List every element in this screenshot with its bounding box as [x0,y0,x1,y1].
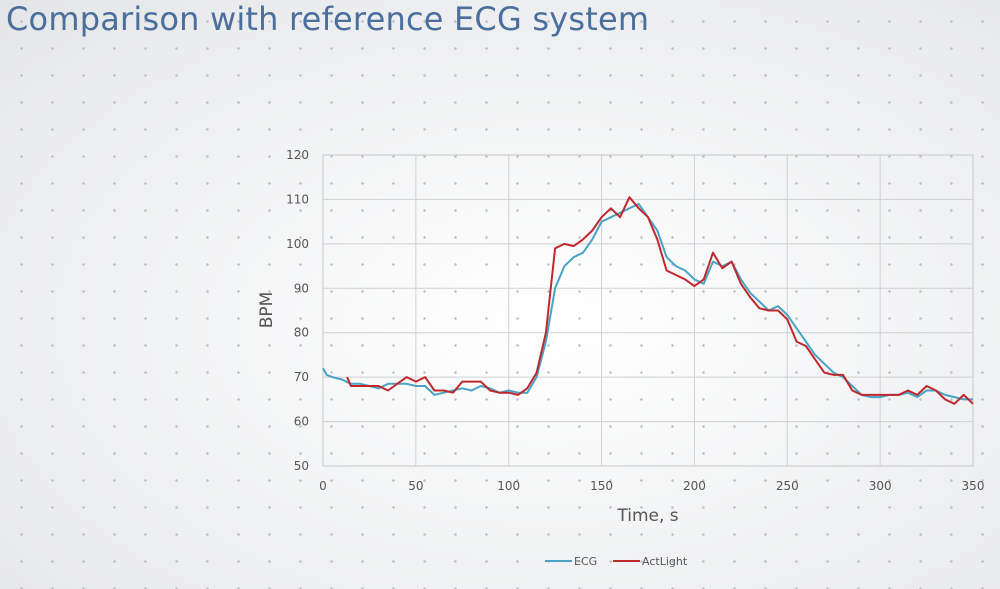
x-tick-label: 200 [683,479,706,493]
series-line-actlight [346,196,974,405]
slide-title: Comparison with reference ECG system [6,0,650,38]
series-line-ecg [322,202,973,401]
x-tick-label: 250 [776,479,799,493]
y-tick-label: 80 [294,326,309,340]
y-axis-label: BPM [257,292,277,329]
y-tick-label: 60 [294,415,309,429]
x-tick-label: 150 [590,479,613,493]
x-tick-label: 100 [497,479,520,493]
legend-label-ecg: ECG [574,555,597,568]
y-tick-label: 50 [294,459,309,473]
y-tick-label: 70 [294,370,309,384]
x-tick-label: 50 [408,479,423,493]
y-tick-label: 90 [294,281,309,295]
x-tick-label: 0 [319,479,327,493]
x-tick-label: 350 [962,479,985,493]
x-tick-label: 300 [869,479,892,493]
legend-label-actlight: ActLight [642,555,688,568]
y-tick-label: 120 [286,148,309,162]
plot-area [322,154,974,467]
x-axis-label: Time, s [616,506,678,526]
y-tick-label: 110 [286,192,309,206]
y-tick-label: 100 [286,237,309,251]
